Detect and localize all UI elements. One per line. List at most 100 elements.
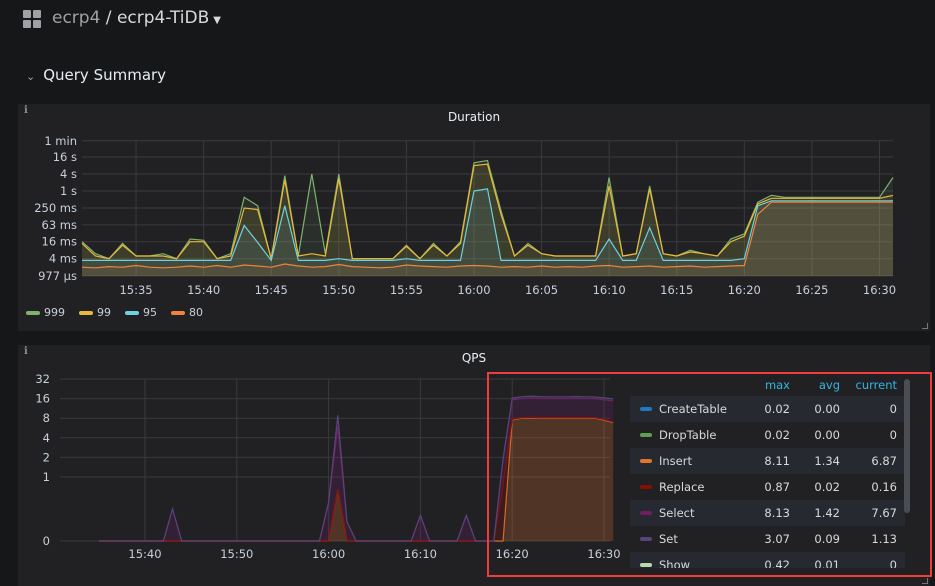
series-area-80: [82, 202, 893, 276]
series-line-99[interactable]: [81, 163, 894, 260]
legend-row-set[interactable]: Set 3.07 0.09 1.13: [630, 526, 905, 552]
avg-value: 0.09: [814, 532, 840, 546]
series-line-80[interactable]: [81, 201, 893, 269]
x-tick-label: 15:55: [390, 283, 423, 297]
x-tick-label: 15:50: [322, 283, 355, 297]
dashboard-title[interactable]: ecrp4 / ecrp4-TiDB ▼: [52, 8, 221, 28]
series-name[interactable]: Replace: [659, 480, 705, 494]
legend-swatch[interactable]: [640, 459, 652, 463]
legend-swatch[interactable]: [640, 537, 652, 541]
legend-item[interactable]: 95: [125, 306, 157, 319]
series-line-95[interactable]: [82, 188, 893, 262]
avg-value: 1.42: [814, 506, 840, 520]
y-tick-label: 32: [35, 372, 50, 386]
x-tick-label: 15:50: [220, 547, 253, 561]
legend-row-replace[interactable]: Replace 0.87 0.02 0.16: [630, 474, 905, 500]
series-area-insert: [99, 417, 614, 541]
avg-value: 0.00: [814, 428, 840, 442]
legend-row-droptable[interactable]: DropTable 0.02 0.00 0: [630, 422, 905, 448]
legend-item[interactable]: 80: [171, 306, 203, 319]
current-value: 0: [889, 402, 897, 416]
y-tick-label: 0: [43, 534, 50, 548]
series-area-99: [82, 164, 893, 276]
legend-label: 999: [44, 306, 65, 319]
legend-swatch[interactable]: [640, 511, 652, 515]
qps-legend-table: max avg current CreateTable 0.02 0.00 0 Drop…: [630, 374, 905, 568]
y-tick-label: 8: [43, 411, 50, 425]
col-max[interactable]: max: [764, 378, 790, 392]
legend-swatch: [171, 310, 185, 315]
resize-handle[interactable]: [922, 578, 928, 584]
legend-swatch: [79, 310, 93, 315]
info-icon[interactable]: i: [24, 105, 28, 116]
y-tick-label: 977 µs: [38, 269, 77, 283]
current-value: 6.87: [871, 454, 897, 468]
series-name[interactable]: Insert: [659, 454, 692, 468]
series-line-set[interactable]: [99, 395, 614, 542]
x-tick-label: 16:25: [795, 283, 828, 297]
panel-title[interactable]: Duration: [447, 110, 501, 124]
x-tick-label: 16:15: [660, 283, 693, 297]
x-tick-label: 16:30: [587, 547, 620, 561]
resize-handle[interactable]: [922, 323, 928, 329]
x-tick-label: 16:20: [496, 547, 529, 561]
series-name[interactable]: Show: [659, 558, 691, 568]
y-tick-label: 16 s: [53, 150, 77, 164]
legend-item[interactable]: 999: [26, 306, 65, 319]
x-tick-label: 16:10: [593, 283, 626, 297]
x-tick-label: 15:45: [255, 283, 288, 297]
max-value: 0.42: [764, 558, 790, 568]
max-value: 0.02: [764, 428, 790, 442]
highlight-box: [487, 372, 932, 577]
dashboard-navbar: ecrp4 / ecrp4-TiDB ▼: [0, 0, 935, 40]
panel-title[interactable]: QPS: [461, 351, 487, 365]
x-tick-label: 15:40: [187, 283, 220, 297]
col-current[interactable]: current: [855, 378, 898, 392]
y-tick-label: 1 min: [44, 134, 77, 148]
legend-row-show[interactable]: Show 0.42 0.01 0: [630, 552, 905, 568]
folder-name[interactable]: ecrp4: [52, 8, 101, 28]
legend-row-insert[interactable]: Insert 8.11 1.34 6.87: [630, 448, 905, 474]
y-tick-label: 4: [43, 431, 50, 445]
y-tick-label: 1: [43, 470, 50, 484]
max-value: 8.13: [764, 506, 790, 520]
row-query-summary[interactable]: ⌄ Query Summary: [26, 66, 166, 84]
max-value: 3.07: [764, 532, 790, 546]
series-name[interactable]: Select: [659, 506, 695, 520]
max-value: 8.11: [764, 454, 790, 468]
title-separator: /: [100, 8, 117, 28]
info-icon[interactable]: i: [24, 346, 28, 357]
grid-icon[interactable]: [23, 10, 41, 28]
series-name[interactable]: CreateTable: [659, 402, 727, 416]
legend-row-createtable[interactable]: CreateTable 0.02 0.00 0: [630, 396, 905, 422]
legend-swatch[interactable]: [640, 407, 652, 411]
y-tick-label: 63 ms: [42, 218, 77, 232]
col-avg[interactable]: avg: [818, 378, 840, 392]
avg-value: 0.00: [814, 402, 840, 416]
series-name[interactable]: DropTable: [659, 428, 717, 442]
legend-swatch[interactable]: [640, 433, 652, 437]
avg-value: 0.01: [814, 558, 840, 568]
dashboard-name[interactable]: ecrp4-TiDB: [116, 8, 210, 28]
x-tick-label: 16:10: [404, 547, 437, 561]
series-name[interactable]: Set: [659, 532, 678, 546]
legend-swatch[interactable]: [640, 563, 652, 567]
legend-label: 80: [189, 306, 203, 319]
legend-swatch[interactable]: [640, 485, 652, 489]
legend-scrollbar[interactable]: [904, 379, 910, 513]
y-tick-label: 16: [35, 392, 50, 406]
series-area-95: [82, 188, 893, 276]
x-tick-label: 16:00: [312, 547, 345, 561]
legend-item[interactable]: 99: [79, 306, 111, 319]
legend-header: max avg current: [630, 374, 905, 396]
x-tick-label: 16:05: [525, 283, 558, 297]
chevron-down-icon[interactable]: ⌄: [26, 70, 36, 83]
caret-down-icon[interactable]: ▼: [213, 15, 221, 26]
current-value: 0: [889, 428, 897, 442]
series-area-select: [99, 398, 614, 541]
max-value: 0.02: [764, 402, 790, 416]
legend-label: 95: [143, 306, 157, 319]
legend-row-select[interactable]: Select 8.13 1.42 7.67: [630, 500, 905, 526]
